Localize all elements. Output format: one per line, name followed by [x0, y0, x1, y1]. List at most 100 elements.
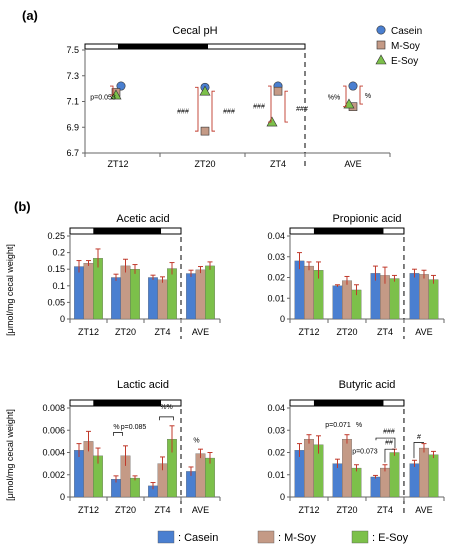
x-tick-label: ZT20	[115, 327, 136, 337]
y-tick-label: 0.002	[42, 470, 65, 480]
x-tick-label: ZT12	[78, 505, 99, 515]
bar-esoy	[205, 265, 215, 320]
x-tick-label: AVE	[192, 505, 209, 515]
bar-msoy	[419, 274, 429, 320]
bar-chart-title: Propionic acid	[332, 213, 401, 225]
ph-point-esoy	[110, 89, 122, 100]
panel-a-label: (a)	[22, 8, 38, 23]
dark-phase	[313, 228, 384, 234]
y-tick-label: 0.04	[267, 231, 285, 241]
legend-swatch-esoy	[351, 530, 369, 544]
bar-casein	[332, 463, 343, 498]
bar-msoy	[380, 467, 390, 498]
bar-chart-lactic-acid: Lactic acid 0 0.002 0.004 0.006 0.008 ZT12 ZT20…	[42, 379, 221, 517]
annotation-bracket	[375, 437, 396, 449]
ph-x-tick-label: ZT20	[194, 159, 215, 169]
ph-bracket	[211, 90, 215, 132]
legend-label-casein: : Casein	[178, 532, 218, 544]
ph-annotation: p=0.053	[90, 94, 116, 101]
bar-msoy	[195, 453, 206, 498]
ph-y-tick-label: 7.3	[66, 71, 79, 81]
y-tick-label: 0.04	[267, 403, 285, 413]
legend-top: Casein M-Soy E-Soy	[375, 25, 422, 67]
ph-x-tick-label: ZT12	[107, 159, 128, 169]
legend-swatch-casein	[157, 530, 175, 544]
dark-phase	[313, 400, 384, 406]
bar-msoy	[120, 265, 131, 320]
bar-casein	[294, 450, 305, 498]
ph-point-casein	[116, 81, 126, 91]
y-tick-label: 0.02	[267, 273, 285, 283]
bar-casein	[111, 277, 121, 320]
ph-point-casein	[348, 81, 358, 91]
bar-chart-acetic-acid: Acetic acid 0 0.05 0.1 0.15 0.2 0.25 ZT12 ZT20 ZT…	[47, 213, 221, 339]
bar-msoy	[342, 438, 352, 498]
y-tick-label: 0.03	[267, 425, 285, 435]
annotation: ##	[385, 440, 393, 447]
bar-msoy	[83, 263, 94, 320]
panel-b-label: (b)	[14, 199, 31, 214]
legend-label-msoy: : M-Soy	[278, 532, 316, 544]
annotation: ###	[383, 429, 395, 436]
bar-esoy	[130, 269, 140, 320]
y-tick-label: 0.02	[267, 448, 285, 458]
annotation-bracket	[159, 416, 174, 421]
ph-bracket	[284, 90, 288, 123]
annotation: p=0.071	[325, 422, 351, 429]
y-tick-label: 0.008	[42, 403, 65, 413]
bar-esoy	[205, 457, 215, 498]
ph-bracket	[343, 85, 347, 108]
bar-esoy	[130, 477, 140, 498]
bar-chart-title: Butyric acid	[339, 379, 396, 391]
x-tick-label: AVE	[192, 327, 209, 337]
annotation: p=0.085	[121, 424, 147, 431]
annotation: %	[113, 424, 119, 431]
annotation-bracket	[113, 432, 123, 436]
bar-esoy	[351, 467, 362, 498]
annotation-bracket	[413, 442, 424, 459]
y-tick-label: 0.25	[47, 231, 65, 241]
ph-x-tick-label: AVE	[344, 159, 361, 169]
x-tick-label: ZT4	[154, 327, 170, 337]
ph-point-msoy	[200, 126, 210, 136]
y-tick-label: 0.15	[47, 264, 65, 274]
ph-annotation: ###	[296, 106, 308, 113]
bar-esoy	[428, 279, 439, 320]
legend-swatch-msoy	[257, 530, 275, 544]
ph-point-esoy	[266, 116, 278, 127]
legend-marker-esoy	[375, 54, 387, 65]
bar-casein	[370, 476, 381, 498]
bar-chart-title: Acetic acid	[116, 213, 169, 225]
x-tick-label: AVE	[415, 505, 432, 515]
ph-annotation: %%	[328, 94, 340, 101]
dark-phase	[93, 400, 162, 406]
y-tick-label: 0.1	[52, 281, 65, 291]
x-tick-label: ZT20	[336, 505, 357, 515]
x-tick-label: ZT12	[298, 327, 319, 337]
legend-label: M-Soy	[391, 41, 420, 52]
ph-point-esoy	[199, 85, 211, 96]
y-tick-label: 0	[60, 314, 65, 324]
annotation: p=0.073	[352, 449, 378, 456]
legend-marker-msoy	[376, 40, 386, 50]
y-tick-label: 0.01	[267, 293, 285, 303]
annotation-bracket	[384, 448, 395, 463]
x-tick-label: ZT4	[154, 505, 170, 515]
legend-bottom: : Casein: M-Soy: E-Soy	[157, 530, 409, 544]
x-tick-label: ZT12	[298, 505, 319, 515]
ph-bracket	[195, 86, 199, 132]
y-tick-label: 0.01	[267, 470, 285, 480]
ph-bracket	[110, 85, 114, 96]
annotation: %	[356, 422, 362, 429]
x-tick-label: ZT20	[336, 327, 357, 337]
bar-casein	[332, 285, 343, 320]
ph-annotation: %	[365, 93, 371, 100]
ylabel-top: [μmol/mg cecal weight]	[5, 244, 15, 336]
bar-casein	[294, 260, 305, 320]
bar-esoy	[389, 452, 400, 498]
y-tick-label: 0.006	[42, 425, 65, 435]
ph-annotation: ###	[223, 109, 235, 116]
ph-point-esoy	[343, 98, 355, 109]
annotation: %%	[160, 404, 172, 411]
bar-casein	[409, 463, 420, 498]
